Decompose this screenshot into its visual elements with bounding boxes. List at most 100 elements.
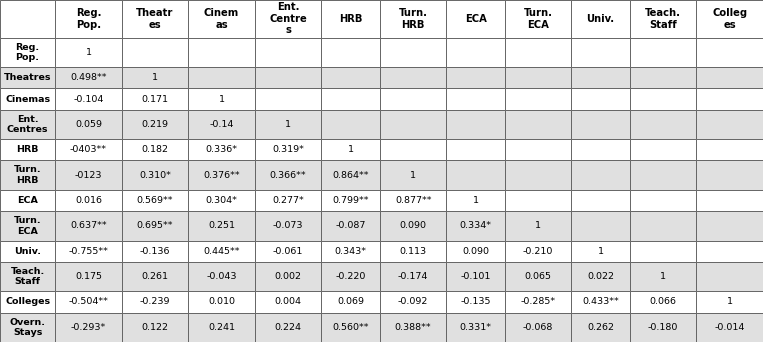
Bar	[697, 67, 763, 88]
Bar	[630, 262, 697, 291]
Bar	[505, 139, 571, 160]
Bar	[571, 291, 630, 313]
Text: 1: 1	[152, 73, 158, 82]
Bar	[380, 160, 446, 190]
Bar	[380, 291, 446, 313]
Text: 1: 1	[726, 298, 732, 306]
Bar	[630, 38, 697, 67]
Text: Univ.: Univ.	[14, 247, 41, 256]
Bar	[321, 160, 380, 190]
Bar	[380, 240, 446, 262]
Bar	[55, 160, 122, 190]
Bar	[188, 110, 255, 139]
Text: 1: 1	[348, 145, 354, 154]
Bar	[380, 262, 446, 291]
Text: 0.334*: 0.334*	[459, 221, 491, 230]
Bar	[630, 313, 697, 342]
Bar	[122, 88, 188, 110]
Text: -0.136: -0.136	[140, 247, 170, 256]
Text: -0123: -0123	[75, 171, 102, 180]
Text: 0.182: 0.182	[141, 145, 169, 154]
Text: Theatres: Theatres	[4, 73, 51, 82]
Bar	[380, 313, 446, 342]
Bar	[630, 240, 697, 262]
Bar	[188, 160, 255, 190]
Bar	[321, 262, 380, 291]
Text: -0.210: -0.210	[523, 247, 553, 256]
Text: 0.331*: 0.331*	[459, 323, 491, 332]
Text: Theatr
es: Theatr es	[137, 8, 174, 30]
Text: 0.799**: 0.799**	[333, 196, 369, 205]
Text: 1: 1	[218, 94, 224, 104]
Bar	[446, 160, 505, 190]
Bar	[321, 240, 380, 262]
Bar	[630, 0, 697, 38]
Bar	[630, 190, 697, 211]
Text: Turn.
HRB: Turn. HRB	[14, 166, 41, 185]
Text: 0.304*: 0.304*	[206, 196, 237, 205]
Bar	[0, 313, 55, 342]
Text: 0.498**: 0.498**	[70, 73, 107, 82]
Text: Teach.
Staff: Teach. Staff	[11, 267, 45, 286]
Bar	[55, 88, 122, 110]
Bar	[0, 211, 55, 240]
Text: 0.388**: 0.388**	[394, 323, 431, 332]
Bar	[0, 67, 55, 88]
Bar	[122, 211, 188, 240]
Text: 0.376**: 0.376**	[203, 171, 240, 180]
Bar	[446, 262, 505, 291]
Bar	[697, 190, 763, 211]
Bar	[0, 139, 55, 160]
Bar	[55, 190, 122, 211]
Text: 0.262: 0.262	[588, 323, 614, 332]
Bar	[571, 160, 630, 190]
Bar	[446, 139, 505, 160]
Text: 0.004: 0.004	[275, 298, 301, 306]
Bar	[446, 240, 505, 262]
Text: Overn.
Stays: Overn. Stays	[10, 318, 46, 337]
Bar	[188, 38, 255, 67]
Bar	[55, 0, 122, 38]
Bar	[505, 160, 571, 190]
Text: -0.135: -0.135	[460, 298, 491, 306]
Bar	[321, 291, 380, 313]
Bar	[380, 67, 446, 88]
Bar	[505, 88, 571, 110]
Bar	[188, 262, 255, 291]
Bar	[571, 190, 630, 211]
Text: 0.022: 0.022	[588, 272, 614, 281]
Text: -0.285*: -0.285*	[520, 298, 555, 306]
Bar	[697, 110, 763, 139]
Bar	[122, 38, 188, 67]
Bar	[321, 313, 380, 342]
Bar	[630, 67, 697, 88]
Bar	[697, 88, 763, 110]
Bar	[697, 262, 763, 291]
Bar	[505, 38, 571, 67]
Bar	[255, 160, 321, 190]
Bar	[630, 211, 697, 240]
Bar	[122, 190, 188, 211]
Bar	[255, 211, 321, 240]
Bar	[255, 88, 321, 110]
Text: 1: 1	[285, 120, 291, 129]
Bar	[0, 190, 55, 211]
Text: -0.504**: -0.504**	[69, 298, 108, 306]
Text: 0.695**: 0.695**	[137, 221, 173, 230]
Text: Teach.
Staff: Teach. Staff	[645, 8, 681, 30]
Bar	[446, 38, 505, 67]
Bar	[0, 160, 55, 190]
Bar	[505, 262, 571, 291]
Bar	[188, 313, 255, 342]
Text: 0.002: 0.002	[275, 272, 301, 281]
Bar	[0, 88, 55, 110]
Text: -0403**: -0403**	[70, 145, 107, 154]
Text: HRB: HRB	[17, 145, 39, 154]
Bar	[321, 38, 380, 67]
Text: 0.219: 0.219	[141, 120, 169, 129]
Bar	[0, 240, 55, 262]
Bar	[321, 139, 380, 160]
Text: ECA: ECA	[17, 196, 38, 205]
Bar	[55, 211, 122, 240]
Bar	[55, 110, 122, 139]
